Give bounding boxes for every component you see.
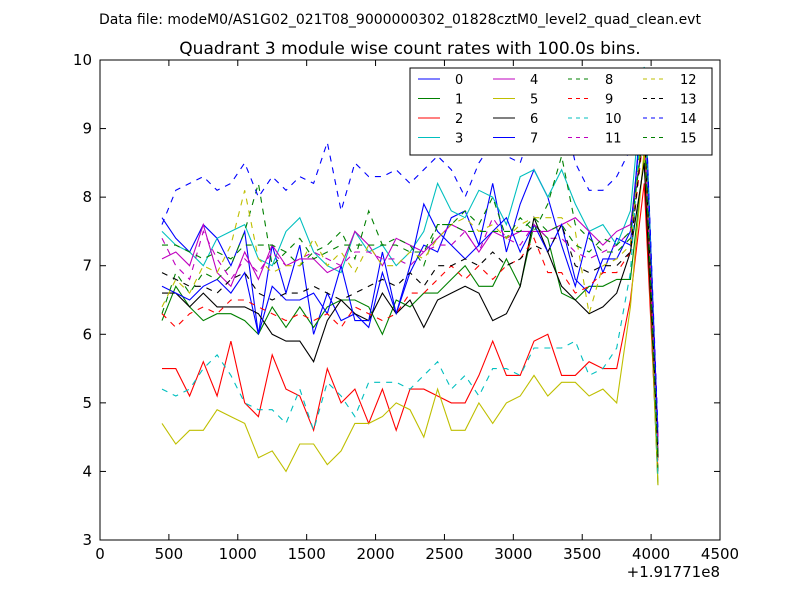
suptitle: Data file: modeM0/AS1G02_021T08_90000003…	[99, 12, 701, 28]
series-line-1	[161, 155, 659, 486]
x-tick-label: 4000	[632, 545, 670, 563]
series-line-6	[162, 162, 659, 458]
y-tick-label: 9	[82, 120, 92, 138]
legend-label-7: 7	[530, 132, 538, 147]
x-tick-label: 2000	[356, 545, 394, 563]
series-line-12	[161, 114, 659, 465]
series-line-10	[161, 73, 659, 479]
x-tick-label: 1500	[288, 545, 326, 563]
y-tick-label: 10	[73, 51, 92, 69]
legend-label-2: 2	[455, 112, 463, 127]
series-line-7	[161, 94, 659, 445]
x-tick-label: 4500	[701, 545, 739, 563]
plot-frame	[99, 59, 721, 541]
x-offset-label: +1.91771e8	[627, 563, 720, 581]
series-line-13	[161, 121, 659, 458]
x-tick-label: 3000	[494, 545, 532, 563]
legend-label-12: 12	[680, 73, 697, 88]
legend-label-11: 11	[605, 132, 622, 147]
legend-label-15: 15	[680, 132, 697, 147]
y-tick-label: 6	[82, 325, 92, 343]
x-axis: 0 500 1000 1500 2000 2500 3000 3500 4000 4500	[95, 60, 739, 563]
x-tick-label: 3500	[563, 545, 601, 563]
legend-label-5: 5	[530, 93, 538, 108]
legend-label-13: 13	[680, 93, 697, 108]
legend-label-0: 0	[455, 73, 463, 88]
legend-label-14: 14	[680, 112, 697, 127]
legend-label-8: 8	[605, 73, 613, 88]
legend-label-4: 4	[530, 73, 538, 88]
x-tick-label: 2500	[425, 545, 463, 563]
y-tick-label: 3	[82, 531, 92, 549]
legend-box	[409, 67, 713, 156]
series-line-8	[161, 107, 659, 472]
legend-label-9: 9	[605, 93, 613, 108]
legend-label-1: 1	[455, 93, 463, 108]
y-tick-label: 7	[82, 257, 92, 275]
legend-label-10: 10	[605, 112, 622, 127]
y-tick-label: 5	[82, 394, 92, 412]
legend-label-6: 6	[530, 112, 538, 127]
series-layer	[161, 66, 659, 486]
x-tick-label: 0	[95, 545, 105, 563]
series-line-11	[161, 128, 659, 438]
y-tick-label: 8	[82, 188, 92, 206]
chart-title: Quadrant 3 module wise count rates with …	[179, 39, 640, 59]
y-tick-label: 4	[82, 462, 92, 480]
x-tick-label: 1000	[219, 545, 257, 563]
legend-label-3: 3	[455, 132, 463, 147]
series-line-15	[162, 128, 659, 458]
series-line-5	[161, 149, 659, 486]
series-line-4	[161, 128, 659, 451]
x-tick-label: 500	[155, 545, 184, 563]
series-line-9	[161, 128, 659, 465]
